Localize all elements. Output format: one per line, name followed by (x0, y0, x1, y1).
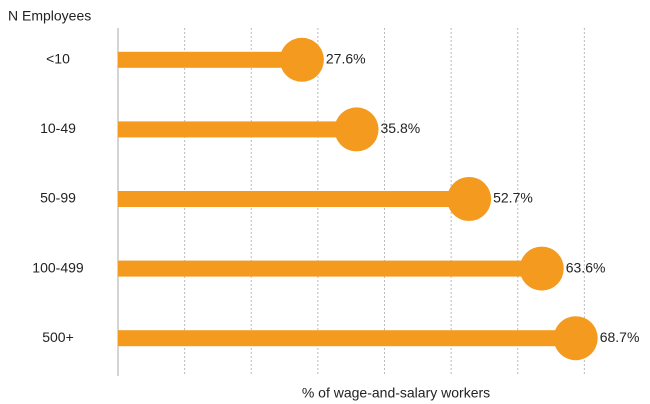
value-label: 52.7% (493, 190, 533, 206)
value-label: 63.6% (566, 259, 606, 275)
lollipop-head (519, 246, 564, 291)
y-tick-label: 500+ (42, 329, 74, 345)
lollipop-stem (118, 330, 576, 347)
lollipop-stem (118, 260, 542, 277)
y-tick-label: 100-499 (32, 259, 84, 275)
lollipop-stem (118, 121, 357, 138)
y-tick-label: <10 (46, 51, 70, 67)
lollipop-stem (118, 191, 470, 207)
y-tick-label: 50-99 (40, 190, 76, 206)
value-label: 35.8% (381, 120, 421, 136)
lollipop-head (447, 177, 492, 221)
y-axis-label: N Employees (8, 8, 91, 24)
lollipop-stem (118, 51, 302, 68)
value-label: 68.7% (600, 329, 640, 345)
y-tick-label: 10-49 (40, 120, 76, 136)
lollipop-head (334, 107, 379, 152)
x-axis-label: % of wage-and-salary workers (302, 385, 490, 401)
lollipop-head (553, 316, 598, 361)
value-label: 27.6% (326, 51, 366, 67)
lollipop-head (279, 37, 324, 82)
